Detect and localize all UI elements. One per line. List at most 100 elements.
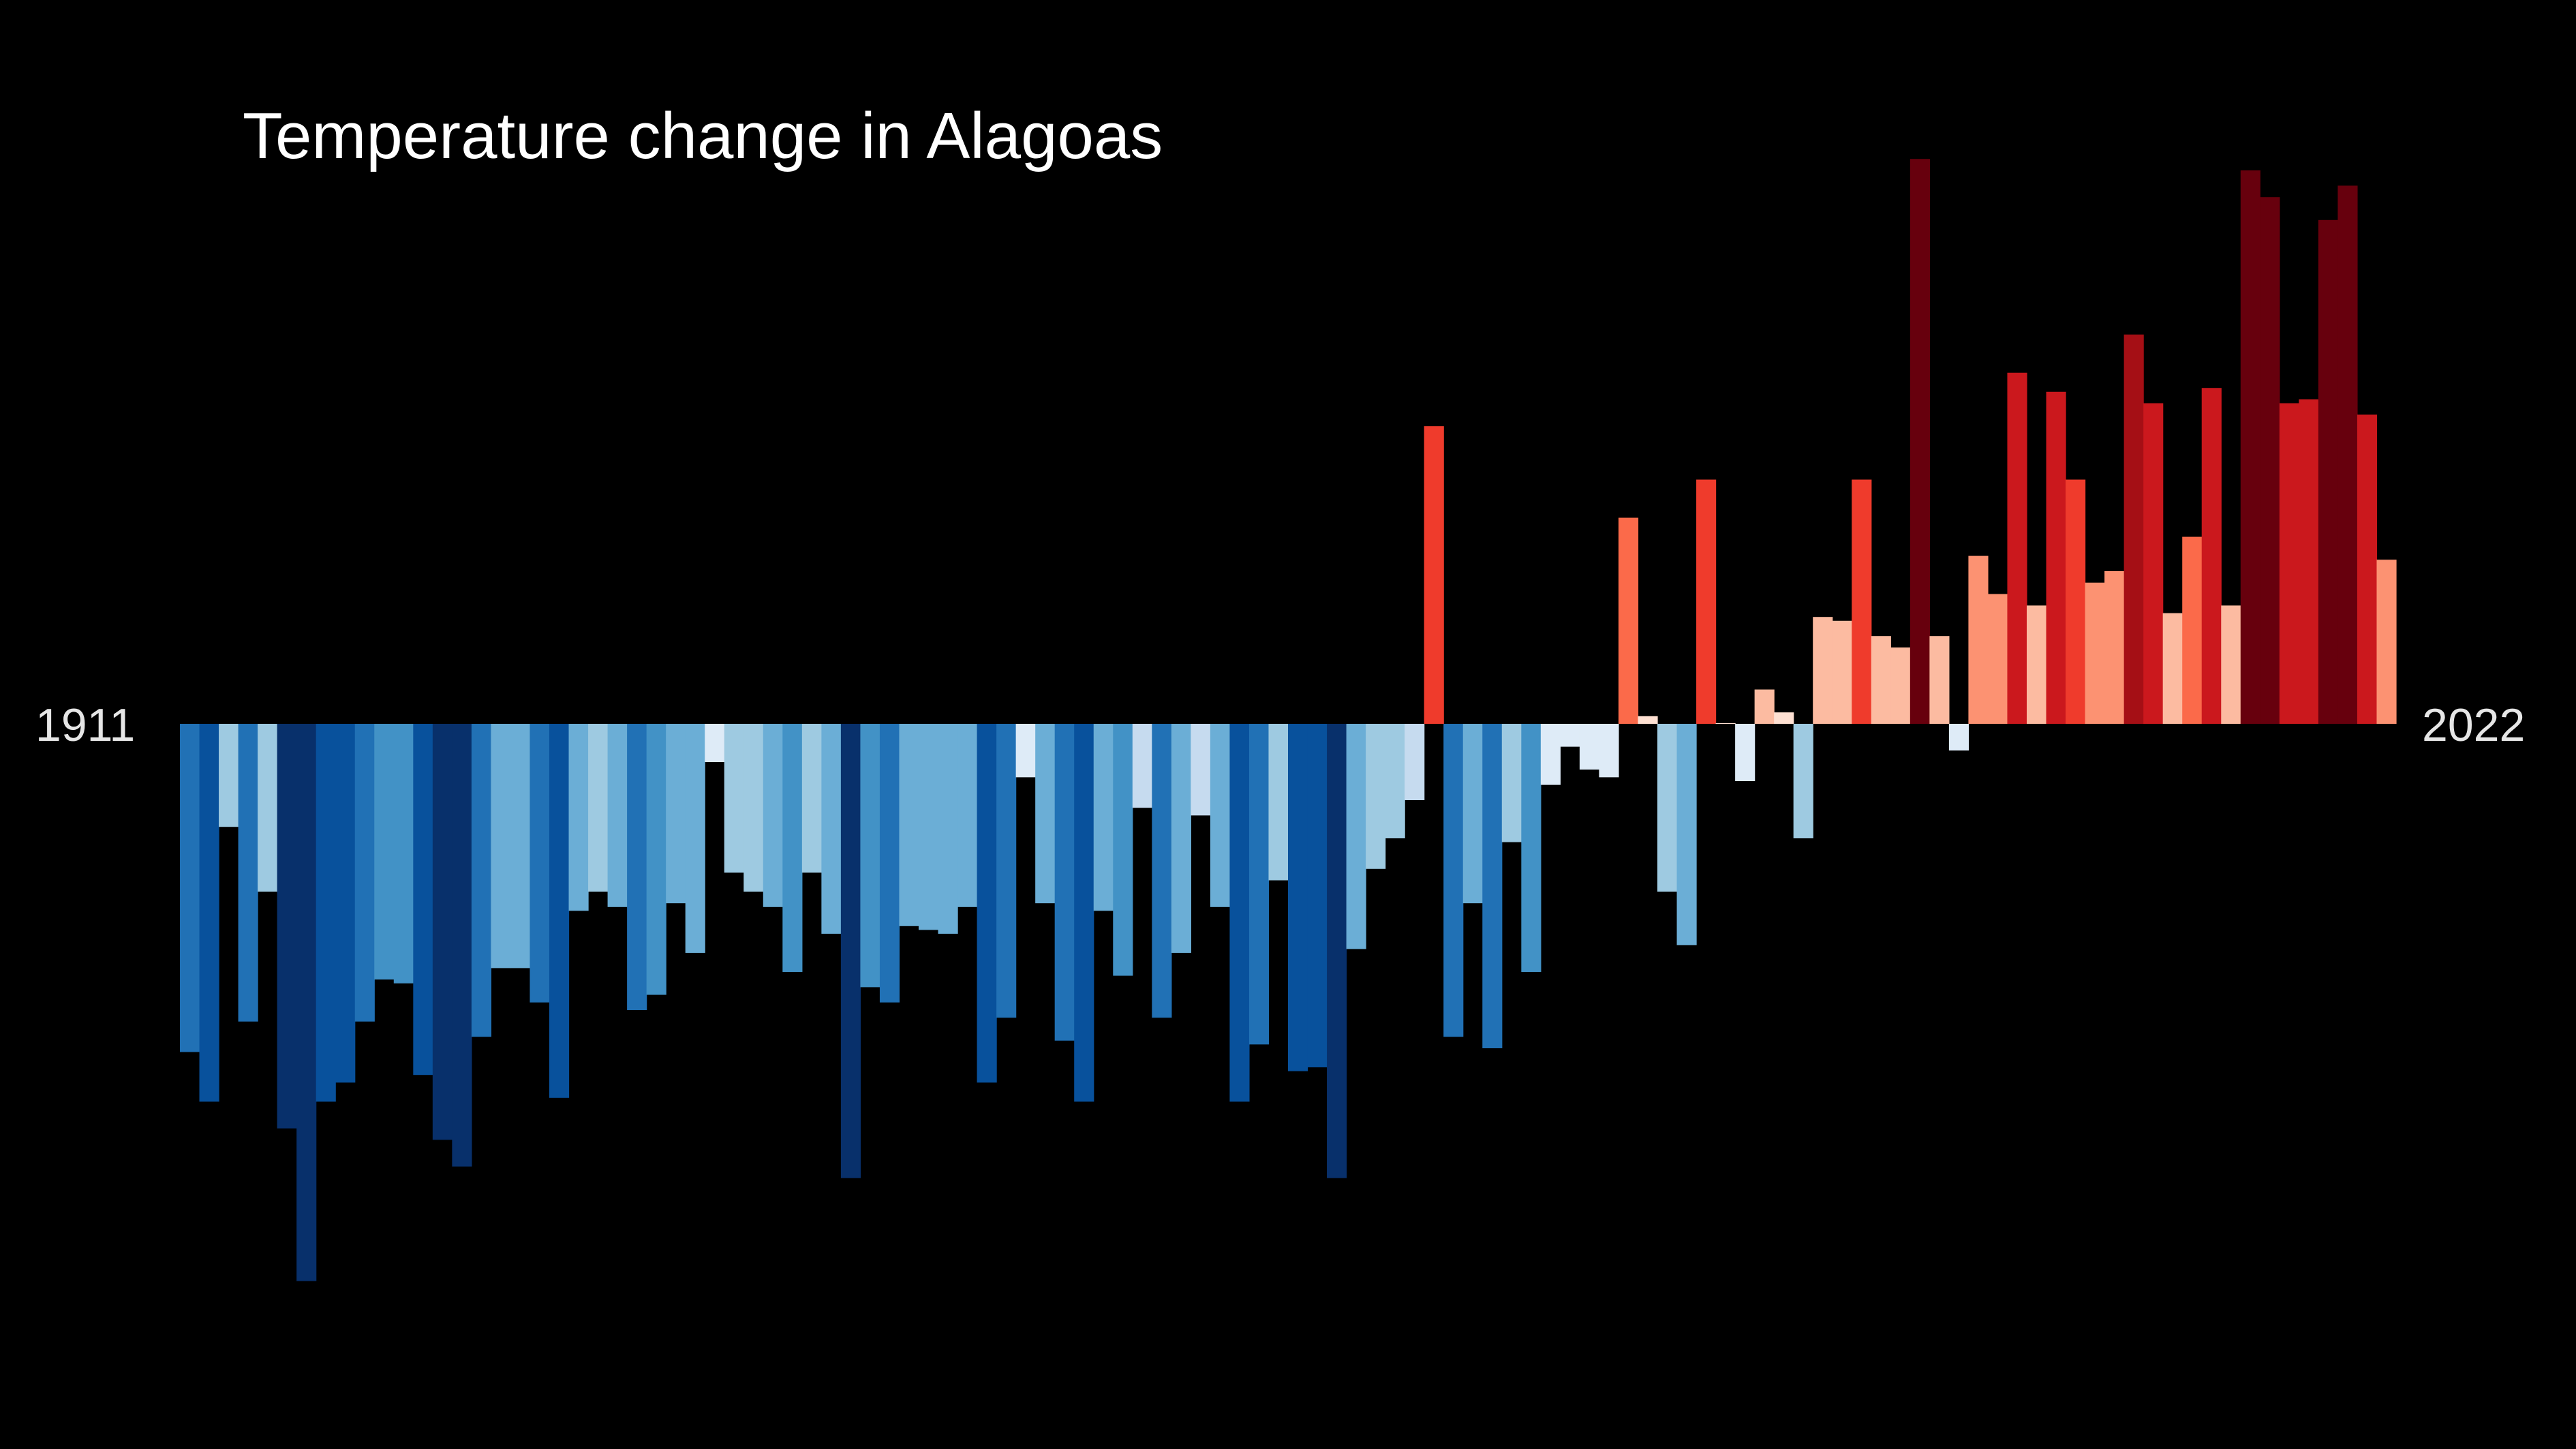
bar-1998 [1871, 636, 1891, 724]
bar-1920 [354, 724, 375, 1022]
bar-2000 [1910, 159, 1930, 724]
bar-2021 [2318, 219, 2339, 724]
bar-1937 [685, 724, 705, 953]
bar-2010 [2104, 571, 2125, 724]
bar-2007 [2046, 391, 2066, 724]
bar-1956 [1054, 724, 1075, 1041]
bar-1917 [296, 724, 317, 1281]
bar-1989 [1696, 479, 1717, 724]
bar-1964 [1210, 724, 1231, 907]
bar-2009 [2085, 582, 2105, 724]
bar-2008 [2066, 479, 2086, 724]
bar-1912 [199, 724, 219, 1102]
bar-1926 [471, 724, 492, 1037]
bar-1985 [1618, 517, 1639, 724]
bar-1930 [549, 724, 570, 1098]
bar-1963 [1191, 724, 1211, 816]
bar-1988 [1676, 724, 1697, 945]
bar-2018 [2260, 197, 2280, 724]
bar-1965 [1229, 724, 1250, 1102]
bar-1938 [705, 724, 725, 762]
bar-1939 [724, 724, 744, 873]
bar-1976 [1443, 724, 1464, 1037]
bar-1944 [821, 724, 842, 934]
bar-2004 [1987, 594, 2008, 724]
bar-1933 [607, 724, 628, 907]
bar-2017 [2240, 170, 2260, 724]
bar-1987 [1657, 724, 1678, 892]
bar-2014 [2182, 536, 2203, 724]
bar-1929 [530, 724, 550, 1003]
bar-1940 [743, 724, 764, 892]
bars-group [180, 159, 2397, 1281]
bar-1967 [1268, 724, 1289, 881]
bar-2022 [2337, 185, 2358, 724]
bar-1971 [1346, 724, 1366, 949]
bar-1943 [801, 724, 822, 873]
bar-1973 [1385, 724, 1405, 838]
bar-1918 [316, 724, 336, 1102]
bar-1942 [782, 724, 803, 972]
bar-1996 [1832, 620, 1852, 724]
bar-2001 [1929, 636, 1950, 724]
bar-1924 [432, 724, 453, 1140]
bar-1981 [1540, 724, 1561, 785]
bar-1946 [860, 724, 880, 988]
bar-1922 [393, 724, 414, 983]
bar-1957 [1074, 724, 1094, 1102]
bar-1969 [1307, 724, 1328, 1067]
bar-1932 [588, 724, 609, 892]
bar-1928 [510, 724, 531, 968]
bar-1970 [1327, 724, 1347, 1178]
bar-2011 [2123, 334, 2144, 724]
bar-1921 [374, 724, 395, 980]
bar-1911 [180, 724, 200, 1052]
bar-2016 [2221, 605, 2241, 724]
bar-1968 [1288, 724, 1308, 1071]
bar-1978 [1482, 724, 1503, 1048]
bar-1960 [1132, 724, 1152, 808]
bar-1953 [996, 724, 1017, 1018]
bar-1986 [1638, 716, 1658, 724]
bar-1980 [1521, 724, 1542, 972]
bar-2024 [2376, 560, 2397, 724]
bar-2020 [2299, 399, 2319, 724]
bar-1966 [1248, 724, 1270, 1045]
bar-1961 [1152, 724, 1172, 1018]
bar-2006 [2027, 605, 2047, 724]
bar-1951 [957, 724, 978, 907]
bar-2005 [2007, 372, 2027, 724]
bar-1992 [1754, 689, 1775, 724]
bar-1923 [413, 724, 433, 1076]
bar-2003 [1968, 555, 1989, 724]
bar-1952 [977, 724, 997, 1083]
bar-1941 [763, 724, 783, 907]
bar-1994 [1793, 724, 1813, 838]
bar-2002 [1948, 724, 1969, 751]
bar-2012 [2143, 403, 2164, 724]
end-year-label: 2022 [2422, 699, 2526, 751]
bar-1914 [238, 724, 258, 1022]
chart-title: Temperature change in Alagoas [243, 100, 1163, 172]
bar-1982 [1560, 724, 1580, 747]
bar-1925 [452, 724, 472, 1167]
bar-1955 [1035, 724, 1056, 904]
bar-1931 [568, 724, 589, 911]
bar-1975 [1424, 426, 1444, 724]
bar-1945 [840, 724, 861, 1178]
bar-1927 [491, 724, 511, 968]
bar-1997 [1852, 479, 1872, 724]
bar-1913 [219, 724, 239, 827]
bar-1995 [1813, 617, 1833, 724]
bar-1948 [899, 724, 919, 926]
bar-1974 [1405, 724, 1425, 800]
bar-1919 [335, 724, 356, 1083]
bar-1935 [646, 724, 666, 995]
bar-1958 [1093, 724, 1114, 911]
bar-1959 [1113, 724, 1133, 976]
bar-1962 [1171, 724, 1191, 953]
bar-1915 [258, 724, 278, 892]
bar-1991 [1735, 724, 1755, 781]
bar-1993 [1774, 712, 1794, 724]
